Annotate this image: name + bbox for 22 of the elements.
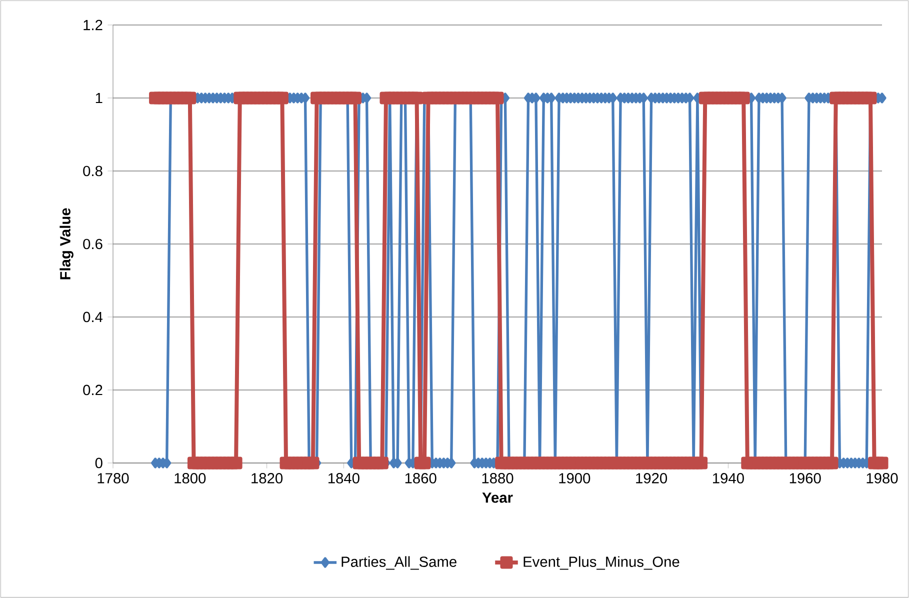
y-axis-title: Flag Value: [60, 208, 74, 280]
x-tick-label: 1820: [252, 473, 283, 484]
x-tick-label: 1780: [98, 473, 129, 484]
x-tick-label: 1840: [328, 473, 360, 484]
y-tick-label: 0.2: [83, 384, 102, 396]
y-tick-label: 0.4: [83, 312, 103, 322]
x-tick-label: 1980: [866, 473, 898, 484]
y-tick-label: 0: [95, 458, 102, 468]
y-tick-label: 0.8: [83, 166, 102, 176]
x-tick-label: 1880: [482, 473, 514, 484]
y-tick-label: 0.6: [83, 238, 102, 250]
x-tick-label: 1860: [405, 473, 436, 484]
legend-label: Parties_All_Same: [342, 556, 456, 570]
x-tick-label: 1940: [713, 473, 744, 484]
y-tick-label: 1: [96, 92, 102, 104]
y-tick-label: 1.2: [84, 20, 102, 30]
x-axis-title: Year: [482, 492, 513, 503]
x-tick-label: 1900: [559, 473, 590, 484]
x-tick-label: 1800: [174, 473, 206, 484]
legend-label: Event_Plus_Minus_One: [524, 556, 680, 570]
x-tick-label: 1960: [790, 473, 821, 484]
x-tick-label: 1920: [636, 473, 668, 484]
